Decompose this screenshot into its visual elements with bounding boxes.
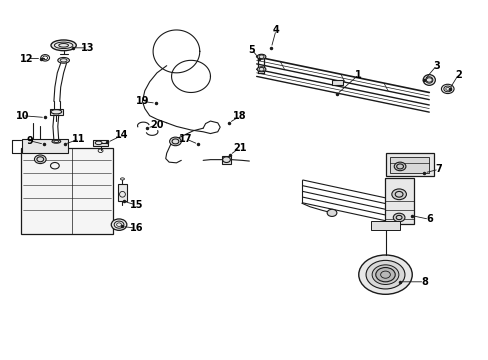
Circle shape [111, 219, 126, 230]
Bar [384, 178, 413, 224]
Text: 14: 14 [115, 130, 128, 140]
Bar [370, 221, 399, 230]
Bar [22, 139, 68, 153]
Ellipse shape [51, 40, 76, 51]
Text: 21: 21 [232, 143, 246, 153]
Circle shape [393, 162, 405, 171]
Circle shape [169, 137, 181, 146]
Text: 7: 7 [435, 164, 442, 174]
Text: 5: 5 [248, 45, 255, 55]
Text: 18: 18 [232, 111, 246, 121]
Circle shape [392, 213, 404, 222]
Text: 9: 9 [26, 136, 33, 146]
Text: 16: 16 [129, 223, 143, 233]
Ellipse shape [366, 260, 404, 289]
Text: 1: 1 [355, 69, 362, 80]
Bar [21, 148, 113, 234]
Text: 2: 2 [454, 69, 461, 80]
Ellipse shape [422, 75, 434, 85]
Text: 10: 10 [16, 111, 29, 121]
Text: 12: 12 [20, 54, 33, 64]
Bar [331, 80, 342, 85]
Bar [389, 157, 428, 173]
Text: 8: 8 [420, 277, 427, 287]
Text: 4: 4 [272, 25, 279, 35]
Text: 6: 6 [425, 214, 432, 224]
Bar [385, 153, 433, 176]
Circle shape [441, 84, 453, 94]
Ellipse shape [52, 140, 61, 143]
Bar [118, 184, 126, 202]
Circle shape [391, 189, 406, 200]
Text: 11: 11 [72, 134, 86, 144]
Text: 19: 19 [135, 96, 149, 107]
Text: 13: 13 [81, 43, 95, 53]
Bar [93, 140, 108, 146]
Circle shape [326, 209, 336, 216]
Ellipse shape [257, 67, 265, 72]
Text: 3: 3 [432, 61, 439, 71]
Ellipse shape [257, 54, 265, 59]
Bar [221, 156, 231, 163]
Ellipse shape [371, 265, 398, 284]
Circle shape [34, 155, 46, 163]
Circle shape [375, 267, 394, 282]
Ellipse shape [58, 58, 69, 63]
Text: 17: 17 [179, 134, 192, 144]
Bar [50, 109, 62, 115]
Text: 15: 15 [129, 200, 143, 210]
Text: 20: 20 [150, 120, 163, 130]
Ellipse shape [358, 255, 411, 294]
